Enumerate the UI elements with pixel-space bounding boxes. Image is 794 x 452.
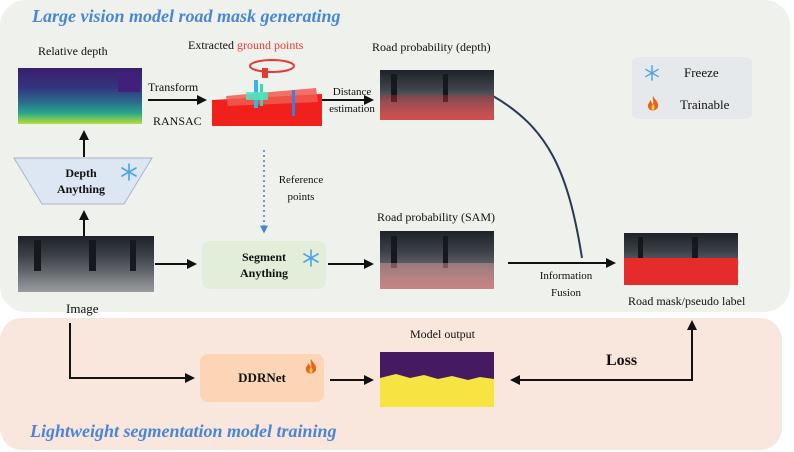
depth-anything-box	[13, 157, 153, 205]
road-prob-sam-image	[380, 231, 494, 289]
image-pillar	[442, 74, 449, 102]
image-pillar	[692, 237, 699, 266]
loss-label: Loss	[606, 352, 638, 369]
image-pillar	[88, 240, 96, 272]
image-pillar	[637, 237, 644, 266]
ddrnet-label: DDRNet	[238, 370, 286, 385]
ground-points-highlight: ground points	[236, 38, 304, 52]
image-pillar	[391, 235, 398, 268]
information-fusion-label: Information Fusion	[524, 268, 608, 302]
ground-points-title: Extracted ground points	[188, 38, 303, 53]
distance-line1: Distance	[332, 86, 372, 98]
loss-arrow	[510, 320, 697, 385]
snowflake-icon	[121, 163, 137, 181]
image-label: Image	[66, 301, 99, 316]
image-pillar	[34, 240, 42, 272]
info-line1: Information	[539, 270, 593, 282]
ground-points-cloud	[212, 59, 322, 126]
reference-line2: points	[287, 191, 315, 203]
distance-estimation-label: Distance estimation	[322, 84, 382, 118]
depth-anything-line1: Depth	[65, 166, 97, 180]
depth-dark-block	[118, 72, 140, 92]
bottom-section-title: Lightweight segmentation model training	[30, 421, 337, 441]
top-section-title: Large vision model road mask generating	[32, 6, 341, 26]
legend-box: Freeze Trainable	[632, 57, 752, 119]
ddrnet-box: DDRNet	[200, 354, 324, 402]
image-pillar	[391, 74, 398, 102]
road-prob-depth-image	[380, 70, 494, 120]
relative-depth-label: Relative depth	[38, 44, 108, 58]
reference-line1: Reference	[278, 174, 324, 186]
transform-label: Transform	[148, 80, 199, 94]
depth-anything-label: Depth Anything	[40, 164, 122, 198]
road-prob-depth-label: Road probability (depth)	[372, 40, 491, 54]
segment-anything-line1: Segment	[242, 250, 286, 264]
reference-points-label: Reference points	[270, 172, 332, 206]
image-pillar	[442, 235, 449, 268]
snowflake-icon	[303, 249, 319, 267]
pseudo-label-mask	[624, 257, 738, 285]
model-output-label: Model output	[410, 327, 475, 341]
segment-anything-line2: Anything	[239, 266, 289, 280]
sam-road-mask	[380, 262, 494, 289]
road-mask-image	[624, 233, 738, 285]
segment-anything-box: Segment Anything	[202, 241, 326, 289]
info-line2: Fusion	[551, 287, 581, 299]
flame-icon	[305, 359, 317, 374]
depth-road-mask	[380, 95, 494, 120]
input-image	[18, 236, 154, 292]
distance-line2: estimation	[329, 103, 375, 115]
relative-depth-map	[18, 68, 142, 124]
snowflake-icon	[645, 65, 659, 81]
image-to-ddrnet-arrow	[69, 323, 195, 383]
image-pillar	[129, 240, 137, 272]
model-output-image	[380, 352, 494, 407]
extracted-prefix: Extracted	[188, 38, 234, 52]
flame-icon	[647, 96, 659, 111]
depth-anything-line2: Anything	[56, 182, 106, 196]
legend-trainable-label: Trainable	[680, 97, 730, 112]
legend-freeze-label: Freeze	[684, 65, 719, 80]
depth-prob-to-fusion-curve	[492, 95, 583, 259]
output-class-map	[380, 352, 494, 380]
road-mask-label: Road mask/pseudo label	[628, 294, 746, 308]
ransac-label: RANSAC	[153, 114, 202, 128]
road-prob-sam-label: Road probability (SAM)	[377, 210, 495, 224]
